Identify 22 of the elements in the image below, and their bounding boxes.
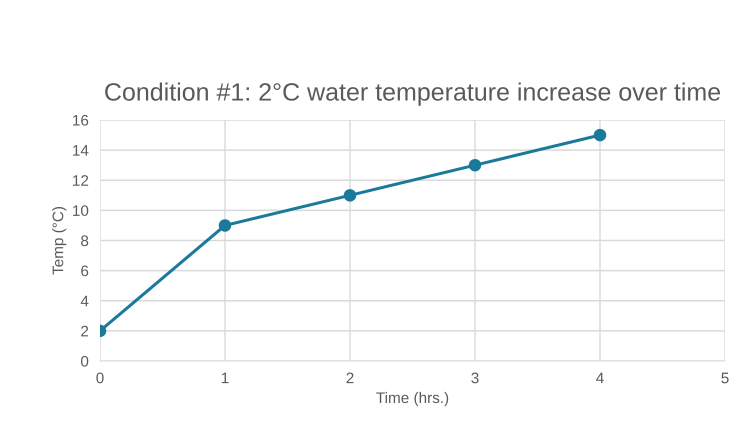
chart-title: Condition #1: 2°C water temperature increase over time xyxy=(105,82,720,106)
y-axis-title: Temp (°C) xyxy=(52,206,66,275)
x-tick-label: 4 xyxy=(596,372,604,384)
point xyxy=(344,189,356,202)
point xyxy=(218,219,232,232)
point xyxy=(468,158,482,172)
y-tick-label: 14 xyxy=(73,145,88,156)
x-axis-title: Time (hrs.) xyxy=(376,392,448,406)
x-tick-label: 2 xyxy=(346,372,354,384)
y-tick-label: 12 xyxy=(73,175,88,186)
x-tick-label: 0 xyxy=(96,372,104,384)
y-tick-label: 8 xyxy=(81,235,88,246)
x-tick-label: 3 xyxy=(471,372,479,384)
y-tick-label: 0 xyxy=(80,356,88,367)
point xyxy=(594,128,606,142)
y-tick-label: 10 xyxy=(73,205,88,216)
y-tick-label: 4 xyxy=(80,296,88,306)
x-tick-label: 1 xyxy=(222,372,229,384)
y-tick-label: 2 xyxy=(81,326,88,336)
x-tick-label: 5 xyxy=(721,372,729,384)
y-tick-label: 16 xyxy=(73,114,88,126)
y-tick-label: 6 xyxy=(81,265,88,276)
